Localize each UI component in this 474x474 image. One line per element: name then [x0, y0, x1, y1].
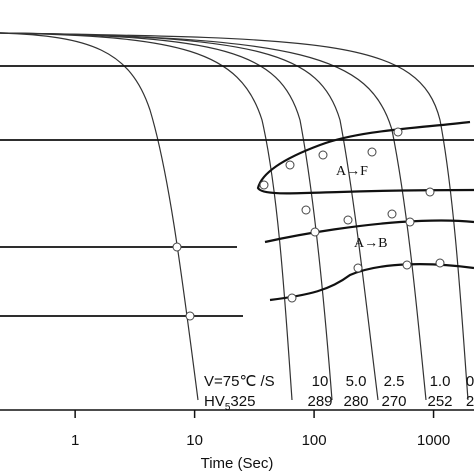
bainite-start	[264, 219, 474, 244]
rate-label: 10	[312, 373, 329, 390]
cooling-curve	[0, 32, 333, 401]
marker	[367, 147, 377, 157]
marker	[310, 227, 320, 237]
hv-value: 325	[230, 393, 255, 410]
hv: HV	[204, 393, 225, 410]
hardness-label: 280	[343, 393, 368, 410]
cooling-curve	[0, 32, 427, 401]
cooling-curve	[0, 32, 469, 401]
hardness-label: 252	[427, 393, 452, 410]
cooling-curve	[0, 32, 199, 401]
ferrite-label: A→F	[336, 164, 368, 179]
bainite-finish	[269, 263, 474, 302]
hardness-label: HV5325	[204, 393, 255, 413]
rate-label: V=75℃ /S	[204, 373, 275, 390]
rate-label: 2.5	[384, 373, 405, 390]
marker	[387, 209, 397, 219]
cooling-curve	[0, 32, 293, 401]
rate-label: 5.0	[346, 373, 367, 390]
marker	[353, 263, 363, 273]
x-tick-label: 100	[302, 432, 327, 449]
x-tick-label: 1	[71, 432, 79, 449]
marker	[185, 311, 195, 321]
hardness-label: 2	[466, 393, 474, 410]
ferrite-curve	[256, 120, 474, 195]
markers	[172, 127, 445, 321]
marker	[425, 187, 435, 197]
x-tick-label: 1000	[417, 432, 450, 449]
marker	[405, 217, 415, 227]
marker	[301, 205, 311, 215]
marker	[287, 293, 297, 303]
hv-sub: 5	[225, 402, 231, 413]
marker	[393, 127, 403, 137]
transformation-lines	[0, 65, 474, 317]
cooling-curves	[0, 32, 469, 401]
bainite-label: A→B	[354, 236, 387, 251]
rate-label: 0	[466, 373, 474, 390]
marker	[318, 150, 328, 160]
marker	[259, 180, 269, 190]
marker	[402, 260, 412, 270]
marker	[435, 258, 445, 268]
marker	[285, 160, 295, 170]
x-tick-label: 10	[186, 432, 203, 449]
marker	[172, 242, 182, 252]
x-axis-label: Time (Sec)	[201, 455, 274, 472]
hardness-label: 270	[381, 393, 406, 410]
marker	[343, 215, 353, 225]
cooling-curve	[0, 32, 379, 401]
hardness-label: 289	[307, 393, 332, 410]
rate-label: 1.0	[430, 373, 451, 390]
